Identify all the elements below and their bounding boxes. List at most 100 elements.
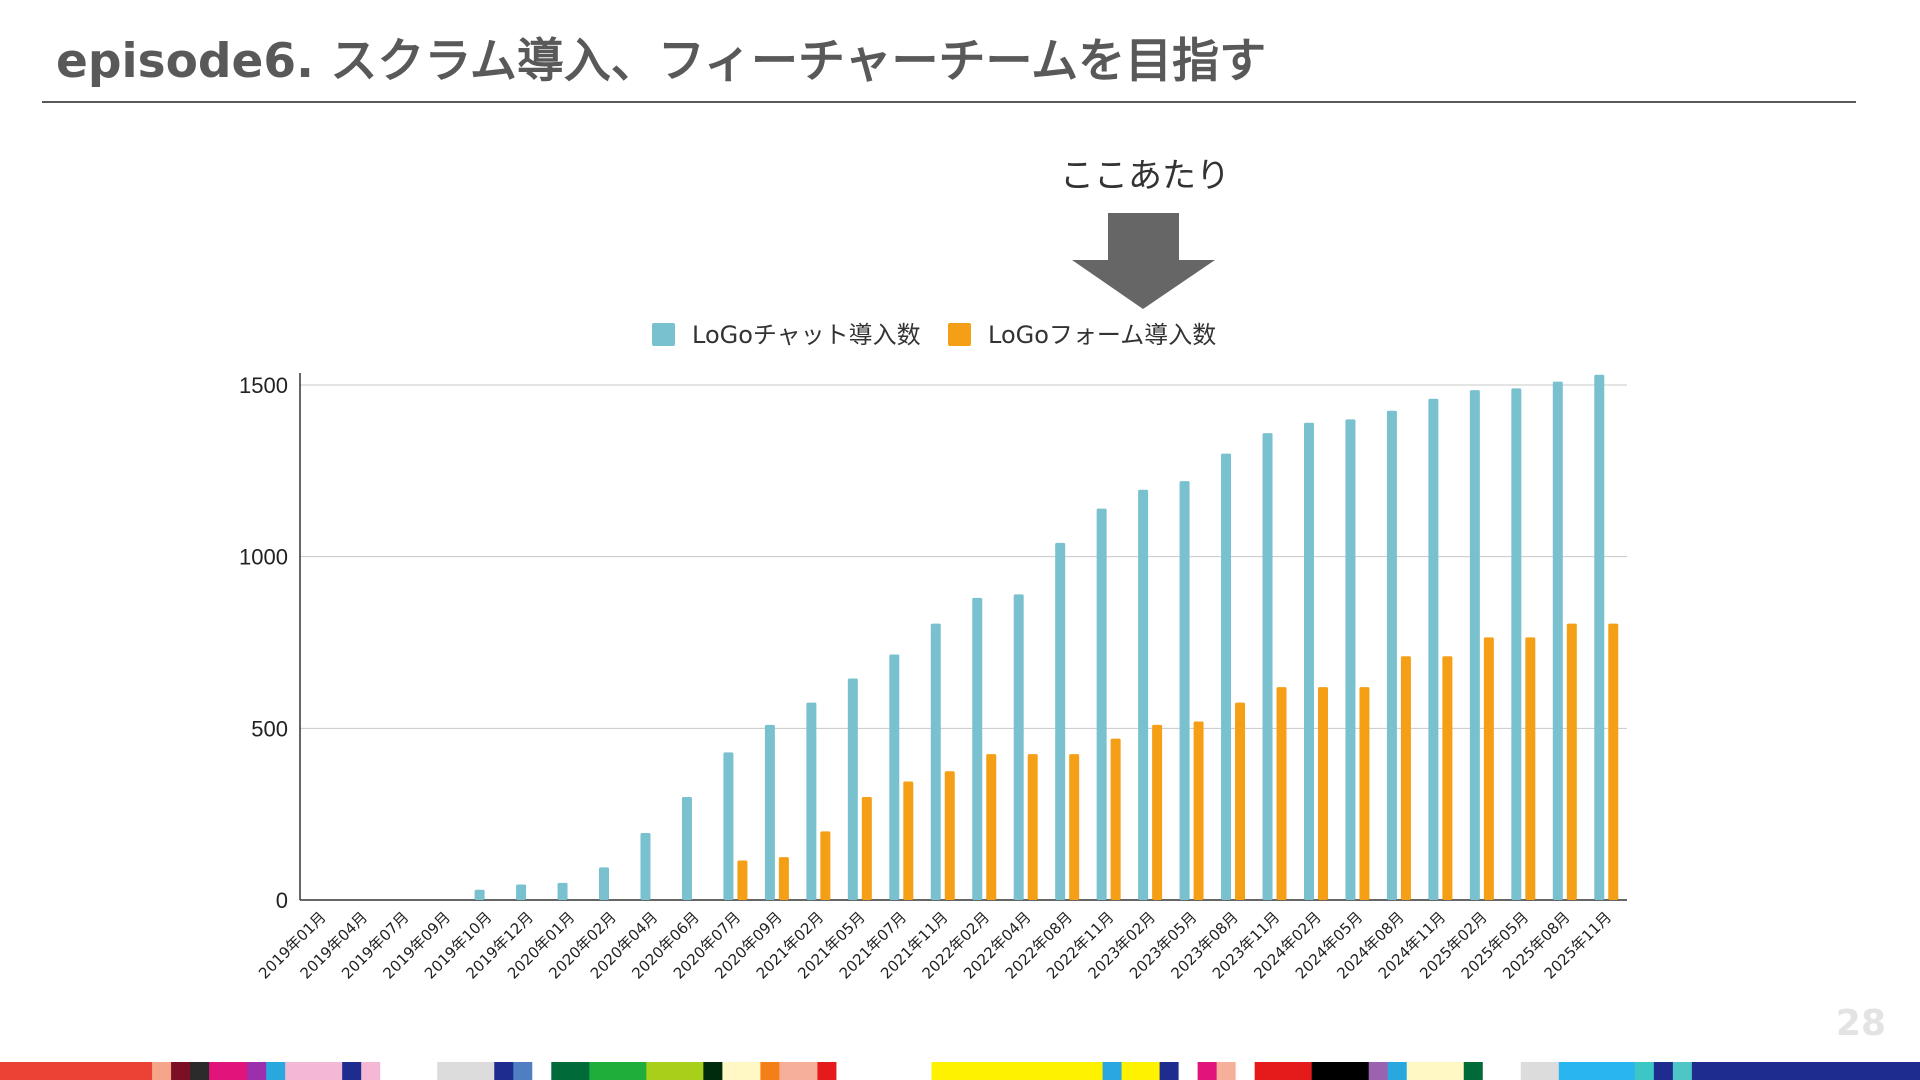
bar-form [1276, 687, 1287, 900]
color-strip-segment [1178, 1062, 1199, 1080]
color-strip-segment [1197, 1062, 1218, 1080]
color-strip-segment [1007, 1062, 1028, 1080]
bar-chat [1179, 481, 1190, 900]
color-strip-segment [779, 1062, 800, 1080]
bar-chat [1594, 374, 1605, 900]
color-strip-segment [874, 1062, 895, 1080]
color-strip-segment [171, 1062, 191, 1080]
down-arrow-icon [1072, 213, 1215, 309]
color-strip-segment [912, 1062, 933, 1080]
legend-label-form: LoGoフォーム導入数 [988, 321, 1216, 349]
bar-chat [1345, 419, 1356, 900]
color-strip-segment [665, 1062, 685, 1080]
color-strip-segment [1615, 1062, 1636, 1080]
bar-chat [1055, 542, 1066, 900]
color-strip-segment [1691, 1062, 1712, 1080]
color-strip-segment [532, 1062, 552, 1080]
color-strip-segment [722, 1062, 742, 1080]
color-strip-segment [1786, 1062, 1807, 1080]
bar-form [1027, 754, 1038, 900]
color-strip-segment [152, 1062, 172, 1080]
color-strip-segment [1881, 1062, 1902, 1080]
bar-chat [1469, 390, 1480, 900]
bar-chat [723, 752, 734, 900]
bar-form [1152, 724, 1163, 900]
color-strip-segment [570, 1062, 590, 1080]
color-strip-segment [399, 1062, 419, 1080]
bar-form [1317, 687, 1328, 900]
color-strip-segment [760, 1062, 781, 1080]
bar-form [1525, 637, 1536, 900]
color-strip-segment [608, 1062, 628, 1080]
bar-chat [972, 597, 983, 900]
color-strip-segment [0, 1062, 20, 1080]
bar-form [1359, 687, 1370, 900]
callout-label: ここあたり [1060, 156, 1230, 196]
bar-form [1400, 656, 1411, 900]
color-strip-segment [1843, 1062, 1864, 1080]
bar-form [861, 797, 872, 900]
color-strip-segment [1558, 1062, 1579, 1080]
color-strip-segment [494, 1062, 514, 1080]
bar-chat [681, 797, 692, 900]
bar-chat [1386, 410, 1397, 900]
bar-chat [474, 889, 485, 900]
color-strip-segment [551, 1062, 571, 1080]
color-strip-segment [1330, 1062, 1351, 1080]
bar-chat [599, 867, 610, 900]
color-strip-segment [1444, 1062, 1465, 1080]
color-strip-segment [190, 1062, 210, 1080]
color-strip-segment [931, 1062, 952, 1080]
color-strip-segment [1520, 1062, 1541, 1080]
color-strip-segment [1634, 1062, 1655, 1080]
color-strip-segment [1596, 1062, 1617, 1080]
bar-chat [764, 724, 775, 900]
color-strip-segment [1482, 1062, 1503, 1080]
color-strip-segment [1254, 1062, 1275, 1080]
color-strip-segment [1064, 1062, 1085, 1080]
color-strip-segment [1900, 1062, 1920, 1080]
color-strip-segment [475, 1062, 495, 1080]
color-strip-segment [76, 1062, 96, 1080]
color-strip-segment [1577, 1062, 1598, 1080]
bar-chat [1303, 422, 1314, 900]
color-strip-segment [1729, 1062, 1750, 1080]
color-strip-segment [1121, 1062, 1142, 1080]
color-strip-segment [1539, 1062, 1560, 1080]
color-strip-segment [228, 1062, 248, 1080]
bar-form [1235, 702, 1246, 900]
y-tick-label: 1000 [239, 545, 288, 570]
color-strip-segment [893, 1062, 914, 1080]
color-strip-segment [741, 1062, 761, 1080]
color-strip-segment [95, 1062, 115, 1080]
color-strip-segment [798, 1062, 819, 1080]
y-tick-label: 500 [251, 716, 288, 741]
bar-form [1193, 721, 1204, 900]
color-strip-segment [1349, 1062, 1370, 1080]
bar-form [1566, 623, 1577, 900]
color-strip-segment [1140, 1062, 1161, 1080]
bar-chat [516, 884, 527, 900]
bar-chat [1511, 388, 1522, 900]
bar-form [986, 754, 997, 900]
color-strip-segment [1045, 1062, 1066, 1080]
color-strip-segment [969, 1062, 990, 1080]
color-strip-segment [1083, 1062, 1104, 1080]
color-strip-segment [1368, 1062, 1389, 1080]
color-strip-segment [304, 1062, 324, 1080]
bar-chat [1138, 489, 1149, 900]
color-strip-segment [133, 1062, 153, 1080]
bar-chat [930, 623, 941, 900]
bar-form [1483, 637, 1494, 900]
color-strip-segment [38, 1062, 58, 1080]
color-strip-segment [1710, 1062, 1731, 1080]
color-strip-segment [1026, 1062, 1047, 1080]
color-strip-segment [1805, 1062, 1826, 1080]
bar-chat [1552, 381, 1563, 901]
color-strip-segment [1216, 1062, 1237, 1080]
y-tick-label: 0 [276, 888, 288, 913]
bar-chat [1221, 453, 1232, 900]
decorative-color-strip [0, 1062, 1920, 1080]
bar-chat [889, 654, 900, 900]
